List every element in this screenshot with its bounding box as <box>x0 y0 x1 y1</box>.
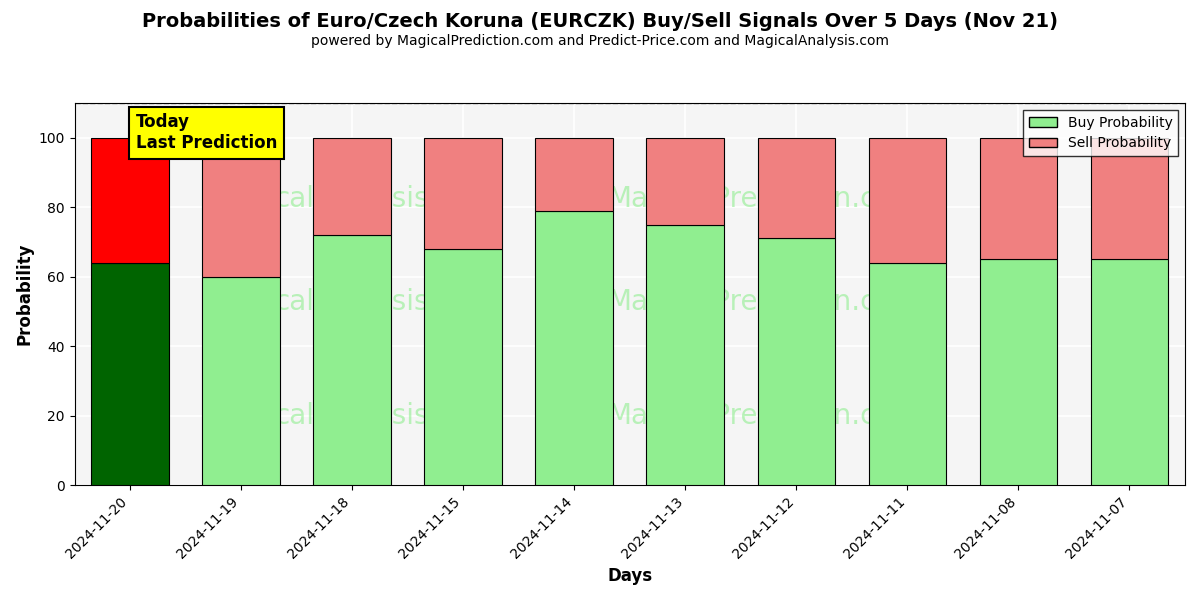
Bar <box>535 211 613 485</box>
Bar <box>647 138 725 224</box>
Text: calAnalysis.com: calAnalysis.com <box>275 185 497 212</box>
Bar <box>757 238 835 485</box>
Bar <box>979 138 1057 259</box>
Text: Today
Last Prediction: Today Last Prediction <box>136 113 277 152</box>
Bar <box>313 138 391 235</box>
Bar <box>869 263 947 485</box>
Legend: Buy Probability, Sell Probability: Buy Probability, Sell Probability <box>1024 110 1178 156</box>
Text: powered by MagicalPrediction.com and Predict-Price.com and MagicalAnalysis.com: powered by MagicalPrediction.com and Pre… <box>311 34 889 48</box>
Text: Probabilities of Euro/Czech Koruna (EURCZK) Buy/Sell Signals Over 5 Days (Nov 21: Probabilities of Euro/Czech Koruna (EURC… <box>142 12 1058 31</box>
Text: calAnalysis.com: calAnalysis.com <box>275 287 497 316</box>
Y-axis label: Probability: Probability <box>16 243 34 345</box>
Text: MagicalPrediction.com: MagicalPrediction.com <box>607 403 919 430</box>
Bar <box>425 249 502 485</box>
Text: MagicalPrediction.com: MagicalPrediction.com <box>607 287 919 316</box>
X-axis label: Days: Days <box>607 567 653 585</box>
Bar <box>313 235 391 485</box>
Bar <box>91 263 169 485</box>
Bar <box>203 277 280 485</box>
Bar <box>979 259 1057 485</box>
Bar <box>1091 259 1169 485</box>
Bar <box>757 138 835 238</box>
Bar <box>425 138 502 249</box>
Bar <box>647 224 725 485</box>
Bar <box>203 138 280 277</box>
Bar <box>1091 138 1169 259</box>
Text: MagicalPrediction.com: MagicalPrediction.com <box>607 185 919 212</box>
Bar <box>91 138 169 263</box>
Bar <box>869 138 947 263</box>
Bar <box>535 138 613 211</box>
Text: calAnalysis.com: calAnalysis.com <box>275 403 497 430</box>
